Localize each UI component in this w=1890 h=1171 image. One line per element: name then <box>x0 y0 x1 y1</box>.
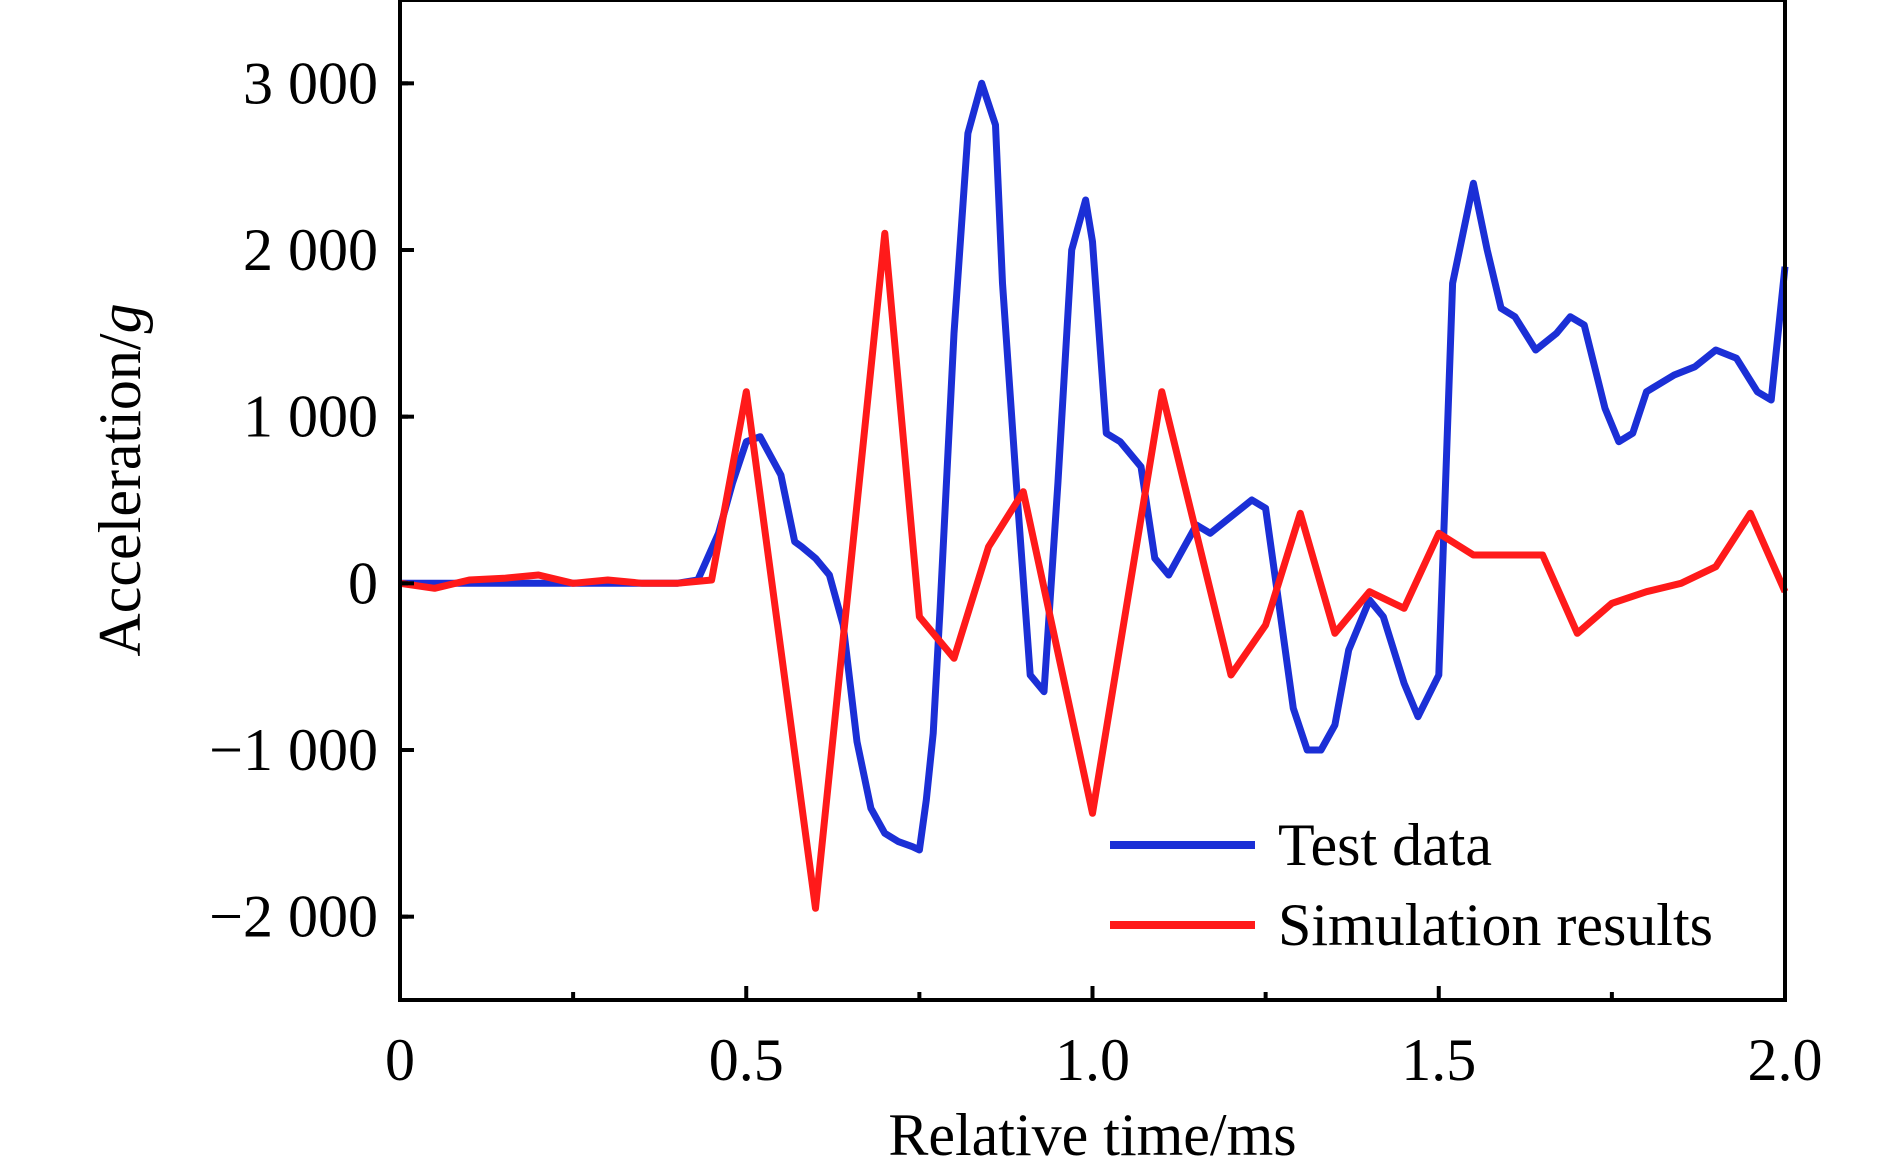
legend-label-simulation-results: Simulation results <box>1278 892 1713 958</box>
y-axis-title-main: Acceleration/ <box>87 333 153 656</box>
series-line-test-data <box>400 79 1789 854</box>
ticks-layer <box>398 81 1787 1000</box>
y-axis-title: Acceleration/g <box>87 303 153 656</box>
y-tick-label: 3 000 <box>243 50 378 116</box>
y-tick-label: −2 000 <box>209 884 378 950</box>
x-tick-label: 2.0 <box>1748 1027 1823 1093</box>
y-tick-label: −1 000 <box>209 717 378 783</box>
x-axis-title: Relative time/ms <box>888 1102 1296 1168</box>
y-tick-label: 0 <box>348 550 378 616</box>
y-tick-label: 2 000 <box>243 217 378 283</box>
y-axis-title-unit: g <box>87 303 153 333</box>
x-tick-label: 0 <box>385 1027 415 1093</box>
plot-frame <box>398 0 1787 1002</box>
x-tick-label: 0.5 <box>709 1027 784 1093</box>
labels-layer: 0 0.5 1.0 1.5 2.0 −2 000 −1 000 0 1 000 2 000 3 00… <box>209 50 1822 1093</box>
legend-label-test-data: Test data <box>1278 812 1492 878</box>
series-layer <box>399 79 1789 912</box>
x-tick-label: 1.0 <box>1055 1027 1130 1093</box>
legend: Test data Simulation results <box>1110 812 1713 958</box>
y-tick-label: 1 000 <box>243 384 378 450</box>
x-tick-label: 1.5 <box>1401 1027 1476 1093</box>
series-line-simulation-results <box>399 229 1789 912</box>
